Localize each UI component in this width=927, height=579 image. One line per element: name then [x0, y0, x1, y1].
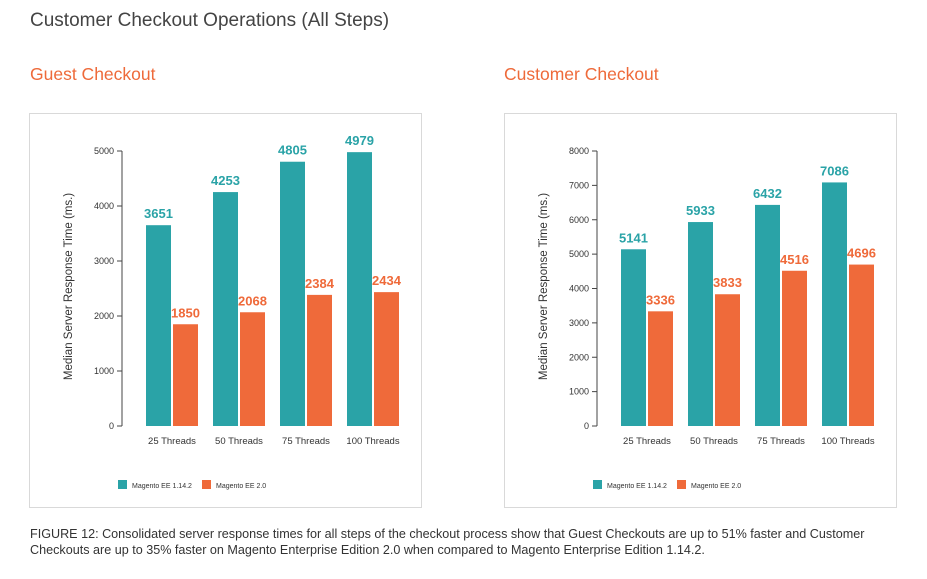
chart0-x-tick-label: 100 Threads [346, 436, 399, 447]
chart0-data-label: 2434 [372, 273, 402, 288]
chart1-y-tick-label: 6000 [569, 215, 589, 225]
chart0-bar [213, 192, 238, 426]
chart0-bar [347, 152, 372, 426]
customer-checkout-chart-svg: 0 1000 2000 3000 4000 5000 6000 7000 8000 Median … [538, 146, 876, 490]
chart0-data-label: 3651 [144, 206, 173, 221]
chart1-y-tick-label: 7000 [569, 180, 589, 190]
chart1-bar [688, 222, 713, 426]
chart1-y-tick-label: 3000 [569, 318, 589, 328]
chart1-bar [715, 294, 740, 426]
chart0-legend-swatch [118, 480, 127, 489]
chart1-y-tick-label: 0 [584, 421, 589, 431]
chart1-legend-label: Magento EE 1.14.2 [607, 483, 667, 490]
chart0-y-tick-label: 1000 [94, 366, 114, 376]
chart1-y-tick-label: 1000 [569, 387, 589, 397]
chart1-bar [621, 249, 646, 426]
chart-title-customer-checkout: Customer Checkout [504, 64, 659, 84]
chart0-data-label: 1850 [171, 305, 200, 320]
chart1-bar [755, 204, 780, 426]
chart0-x-tick-label: 25 Threads [148, 436, 196, 447]
chart0-bar [173, 324, 198, 426]
chart1-legend-swatch [593, 480, 602, 489]
guest-checkout-chart: 0 1000 2000 3000 4000 5000 Median Server Respo… [29, 113, 422, 508]
chart0-y-tick-label: 3000 [94, 256, 114, 266]
chart0-bar [240, 312, 265, 426]
chart0-x-tick-label: 75 Threads [282, 436, 330, 447]
chart1-x-tick-label: 75 Threads [757, 436, 805, 447]
chart1-x-tick-label: 50 Threads [690, 436, 738, 447]
chart0-y-tick-label: 0 [109, 421, 114, 431]
chart0-data-label: 2068 [238, 293, 267, 308]
chart0-data-label: 4253 [211, 173, 240, 188]
chart1-data-label: 3336 [646, 292, 675, 307]
figure-caption: FIGURE 12: Consolidated server response … [30, 527, 865, 557]
chart0-legend-label: Magento EE 2.0 [216, 483, 266, 490]
chart0-bar [280, 161, 305, 426]
guest-checkout-chart-svg: 0 1000 2000 3000 4000 5000 Median Server Respo… [63, 133, 402, 490]
chart1-x-tick-label: 100 Threads [821, 436, 874, 447]
chart0-y-tick-label: 4000 [94, 201, 114, 211]
chart0-legend-label: Magento EE 1.14.2 [132, 483, 192, 490]
chart1-bar [782, 270, 807, 426]
chart1-x-tick-label: 25 Threads [623, 436, 671, 447]
chart1-bar [822, 182, 847, 426]
chart1-data-label: 5933 [686, 203, 715, 218]
chart1-y-tick-label: 8000 [569, 146, 589, 156]
chart1-data-label: 4516 [780, 252, 809, 267]
chart1-data-label: 4696 [847, 246, 876, 261]
chart1-y-tick-label: 4000 [569, 284, 589, 294]
chart1-y-axis-label: Median Server Response Time (ms.) [538, 193, 550, 380]
chart1-y-tick-label: 2000 [569, 352, 589, 362]
customer-checkout-chart: 0 1000 2000 3000 4000 5000 6000 7000 8000 Median … [504, 113, 897, 508]
chart1-data-label: 3833 [713, 275, 742, 290]
chart-title-guest-checkout: Guest Checkout [30, 64, 156, 84]
chart1-legend-swatch [677, 480, 686, 489]
chart1-data-label: 7086 [820, 163, 849, 178]
chart0-data-label: 4979 [345, 133, 374, 148]
chart0-y-axis-label: Median Server Response Time (ms.) [63, 193, 75, 380]
chart1-y-tick-label: 5000 [569, 249, 589, 259]
chart0-bar [374, 292, 399, 426]
chart1-legend-label: Magento EE 2.0 [691, 483, 741, 490]
chart0-data-label: 4805 [278, 143, 307, 158]
chart1-data-label: 6432 [753, 186, 782, 201]
chart0-bar [307, 294, 332, 426]
chart0-y-tick-label: 5000 [94, 146, 114, 156]
chart1-bar [648, 311, 673, 426]
page-title: Customer Checkout Operations (All Steps) [30, 10, 390, 31]
chart0-legend-swatch [202, 480, 211, 489]
chart0-x-tick-label: 50 Threads [215, 436, 263, 447]
chart1-data-label: 5141 [619, 230, 648, 245]
chart0-bar [146, 225, 171, 426]
chart0-data-label: 2384 [305, 276, 335, 291]
chart1-bar [849, 264, 874, 426]
chart0-y-tick-label: 2000 [94, 311, 114, 321]
